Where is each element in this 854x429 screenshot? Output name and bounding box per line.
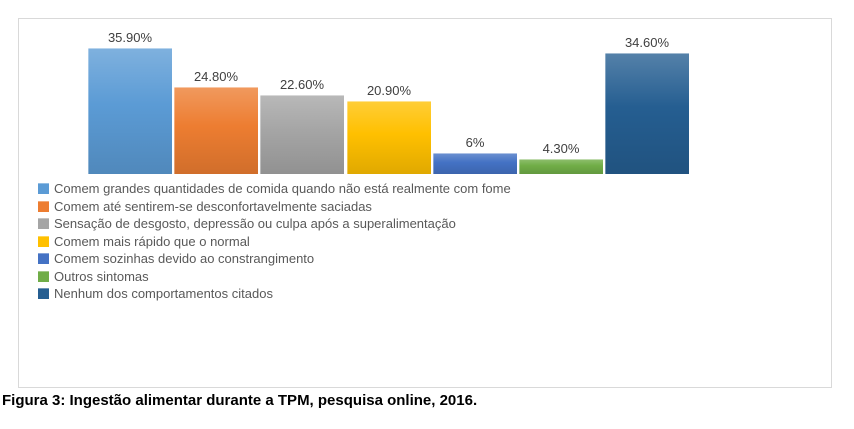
- legend-label: Nenhum dos comportamentos citados: [54, 286, 273, 302]
- legend: Comem grandes quantidades de comida quan…: [38, 180, 511, 303]
- legend-swatch: [38, 235, 49, 247]
- bar-value-label: 6%: [465, 135, 485, 150]
- legend-label: Sensação de desgosto, depressão ou culpa…: [54, 216, 456, 232]
- bar-value-label: 35.90%: [107, 30, 153, 45]
- legend-label: Comem até sentirem-se desconfortavelment…: [54, 198, 372, 214]
- chart-panel: 35.90% 24.80% 22.60% 20.90% 6% 4.30% 34.60% Co…: [18, 18, 832, 388]
- bar-value-label: 24.80%: [193, 69, 239, 84]
- bar-value-label: 22.60%: [279, 77, 325, 92]
- legend-item: Comem até sentirem-se desconfortavelment…: [38, 198, 511, 216]
- bar-3: 22.60%: [260, 77, 344, 174]
- bar-value-label: 20.90%: [366, 83, 412, 98]
- legend-swatch: [38, 253, 49, 265]
- bar-2: 24.80%: [174, 69, 258, 174]
- legend-item: Comem grandes quantidades de comida quan…: [38, 180, 511, 198]
- bar-1: 35.90%: [88, 30, 172, 174]
- legend-label: Outros sintomas: [54, 268, 149, 284]
- bar-value-label: 4.30%: [542, 141, 580, 156]
- legend-item: Sensação de desgosto, depressão ou culpa…: [38, 215, 511, 233]
- bar-value-label: 34.60%: [624, 35, 670, 50]
- legend-label: Comem grandes quantidades de comida quan…: [54, 181, 511, 197]
- bar-6: 4.30%: [519, 141, 603, 174]
- legend-swatch: [38, 270, 49, 282]
- legend-swatch: [38, 183, 49, 195]
- legend-swatch: [38, 218, 49, 230]
- legend-item: Comem sozinhas devido ao constrangimento: [38, 250, 511, 268]
- figure-caption: Figura 3: Ingestão alimentar durante a T…: [2, 392, 478, 409]
- legend-label: Comem mais rápido que o normal: [54, 233, 250, 249]
- bar-4: 20.90%: [347, 83, 431, 174]
- plot-area: 35.90% 24.80% 22.60% 20.90% 6% 4.30% 34.60%: [19, 19, 831, 174]
- legend-swatch: [38, 288, 49, 300]
- legend-item: Nenhum dos comportamentos citados: [38, 285, 511, 303]
- bar-5: 6%: [433, 135, 517, 174]
- legend-item: Comem mais rápido que o normal: [38, 233, 511, 251]
- legend-swatch: [38, 200, 49, 212]
- bar-7: 34.60%: [605, 35, 689, 174]
- legend-label: Comem sozinhas devido ao constrangimento: [54, 251, 315, 267]
- legend-item: Outros sintomas: [38, 268, 511, 286]
